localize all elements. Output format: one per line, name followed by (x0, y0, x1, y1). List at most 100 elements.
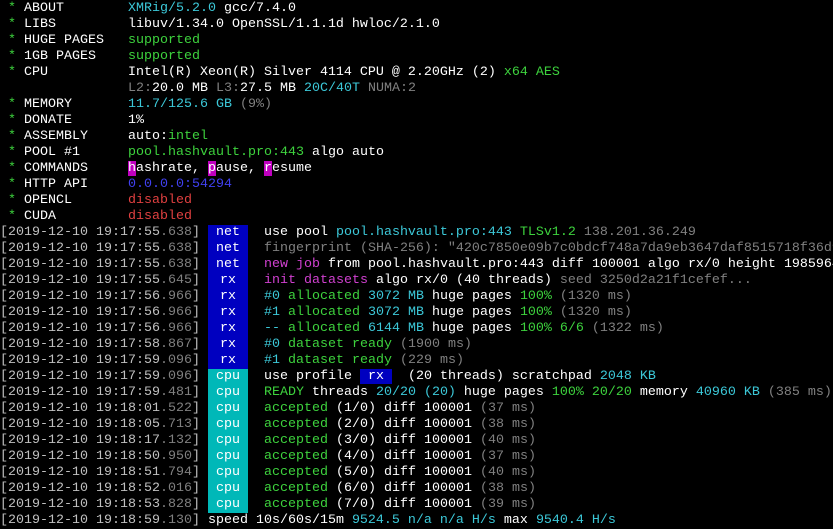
header-label: LIBS (24, 17, 56, 32)
header-value: disabled (128, 193, 192, 208)
timestamp: 2019-12-10 19:17:59 (8, 385, 160, 400)
log-text: (20 threads) (391, 369, 504, 384)
header-label: 1GB PAGES (24, 49, 96, 64)
header-value: (9%) (231, 97, 272, 112)
log-text: scratchpad (503, 369, 600, 384)
header-value: L2: (127, 81, 152, 96)
timestamp-bracket: [ (0, 241, 8, 256)
log-text: H/s (463, 513, 496, 528)
header-value: 11.7/125.6 GB (128, 97, 232, 112)
bullet-star-icon: * (0, 49, 24, 64)
spacer (248, 353, 264, 368)
header-line: * HUGE PAGES supported (0, 33, 833, 49)
log-text: 6144 MB (367, 321, 424, 336)
log-text: (38 ms) (471, 417, 536, 432)
log-text: 100001 (423, 433, 472, 448)
timestamp-bracket: [ (0, 417, 8, 432)
header-line: * OPENCL disabled (0, 193, 833, 209)
log-text: 100001 (423, 449, 472, 464)
header-label: CUDA (24, 209, 56, 224)
spacer (248, 433, 264, 448)
log-text: (37 ms) (471, 401, 536, 416)
timestamp: 2019-12-10 19:17:55 (8, 225, 160, 240)
log-text: #0 (263, 337, 280, 352)
header-label: OPENCL (24, 193, 72, 208)
timestamp-bracket: [ (0, 449, 8, 464)
log-text: threads (303, 385, 376, 400)
timestamp-bracket: ] (191, 513, 208, 528)
log-text: init datasets (263, 273, 368, 288)
label-padding (56, 209, 128, 224)
header-value: p (207, 161, 216, 176)
bullet-star-icon: * (0, 209, 24, 224)
log-tag-cpu: cpu (207, 433, 248, 449)
log-text: huge pages (423, 289, 520, 304)
timestamp-ms: .096 (159, 353, 192, 368)
timestamp-ms: .867 (159, 337, 192, 352)
log-text: (4/0) diff (327, 449, 424, 464)
header-line: * CPU Intel(R) Xeon(R) Silver 4114 CPU @… (0, 65, 833, 81)
log-text: accepted (263, 417, 328, 432)
log-text: (39 ms) (471, 497, 536, 512)
log-text: accepted (263, 401, 328, 416)
log-tag-rx: rx (207, 289, 248, 305)
timestamp-bracket: ] (191, 465, 208, 480)
timestamp-ms: .966 (159, 305, 192, 320)
log-tag-cpu: cpu (207, 401, 248, 417)
log-text: n/a n/a (399, 513, 464, 528)
timestamp-bracket: [ (0, 513, 8, 528)
spacer (248, 257, 264, 272)
log-line: [2019-12-10 19:18:52.016] cpu accepted (… (0, 481, 833, 497)
log-text: 100001 (423, 497, 472, 512)
header-value: algo auto (303, 145, 384, 160)
bullet-star-icon: * (0, 129, 24, 144)
header-value: ause, (215, 161, 264, 176)
log-line: [2019-12-10 19:17:55.645] rx init datase… (0, 273, 833, 289)
log-text: huge pages (423, 321, 520, 336)
log-tag-rx: rx (207, 337, 248, 353)
header-value: x64 AES (495, 65, 560, 80)
log-text: (5/0) diff (327, 465, 424, 480)
timestamp-ms: .638 (159, 225, 192, 240)
timestamp: 2019-12-10 19:18:05 (8, 417, 160, 432)
header-value: libuv/1.34.0 OpenSSL/1.1.1d hwloc/2.1.0 (127, 17, 440, 32)
log-text: allocated (279, 321, 368, 336)
header-line: * DONATE 1% (0, 113, 833, 129)
timestamp: 2019-12-10 19:17:59 (8, 369, 160, 384)
timestamp-ms: .481 (159, 385, 192, 400)
spacer (248, 369, 264, 384)
log-text: accepted (263, 433, 328, 448)
header-value: supported (127, 49, 200, 64)
bullet-star-icon: * (0, 97, 24, 112)
spacer (248, 337, 264, 352)
log-text: (3/0) diff (327, 433, 424, 448)
bullet-star-icon: * (0, 17, 24, 32)
spacer (248, 289, 264, 304)
log-text: (1320 ms) (551, 305, 632, 320)
header-label: POOL #1 (24, 145, 80, 160)
timestamp-ms: .645 (159, 273, 192, 288)
timestamp-bracket: [ (0, 337, 8, 352)
header-label: ABOUT (24, 1, 64, 16)
timestamp-bracket: [ (0, 481, 8, 496)
spacer (248, 449, 264, 464)
timestamp-bracket: ] (191, 353, 208, 368)
log-line: [2019-12-10 19:17:55.638] net fingerprin… (0, 241, 833, 257)
timestamp: 2019-12-10 19:18:01 (8, 401, 160, 416)
timestamp: 2019-12-10 19:18:59 (8, 513, 160, 528)
log-text: accepted (263, 481, 328, 496)
log-text: 138.201.36.249 (583, 225, 696, 240)
log-text: 9524.5 (351, 513, 400, 528)
log-text: 100001 (423, 417, 472, 432)
label-padding (56, 17, 128, 32)
log-text: #1 (263, 353, 280, 368)
timestamp-bracket: ] (191, 241, 208, 256)
label-padding (88, 177, 128, 192)
header-value: L3: (215, 81, 240, 96)
log-line: [2019-12-10 19:17:55.638] net use pool p… (0, 225, 833, 241)
log-line: [2019-12-10 19:17:59.096] rx #1 dataset … (0, 353, 833, 369)
spacer (248, 241, 264, 256)
label-padding (80, 145, 128, 160)
timestamp: 2019-12-10 19:17:58 (8, 337, 160, 352)
